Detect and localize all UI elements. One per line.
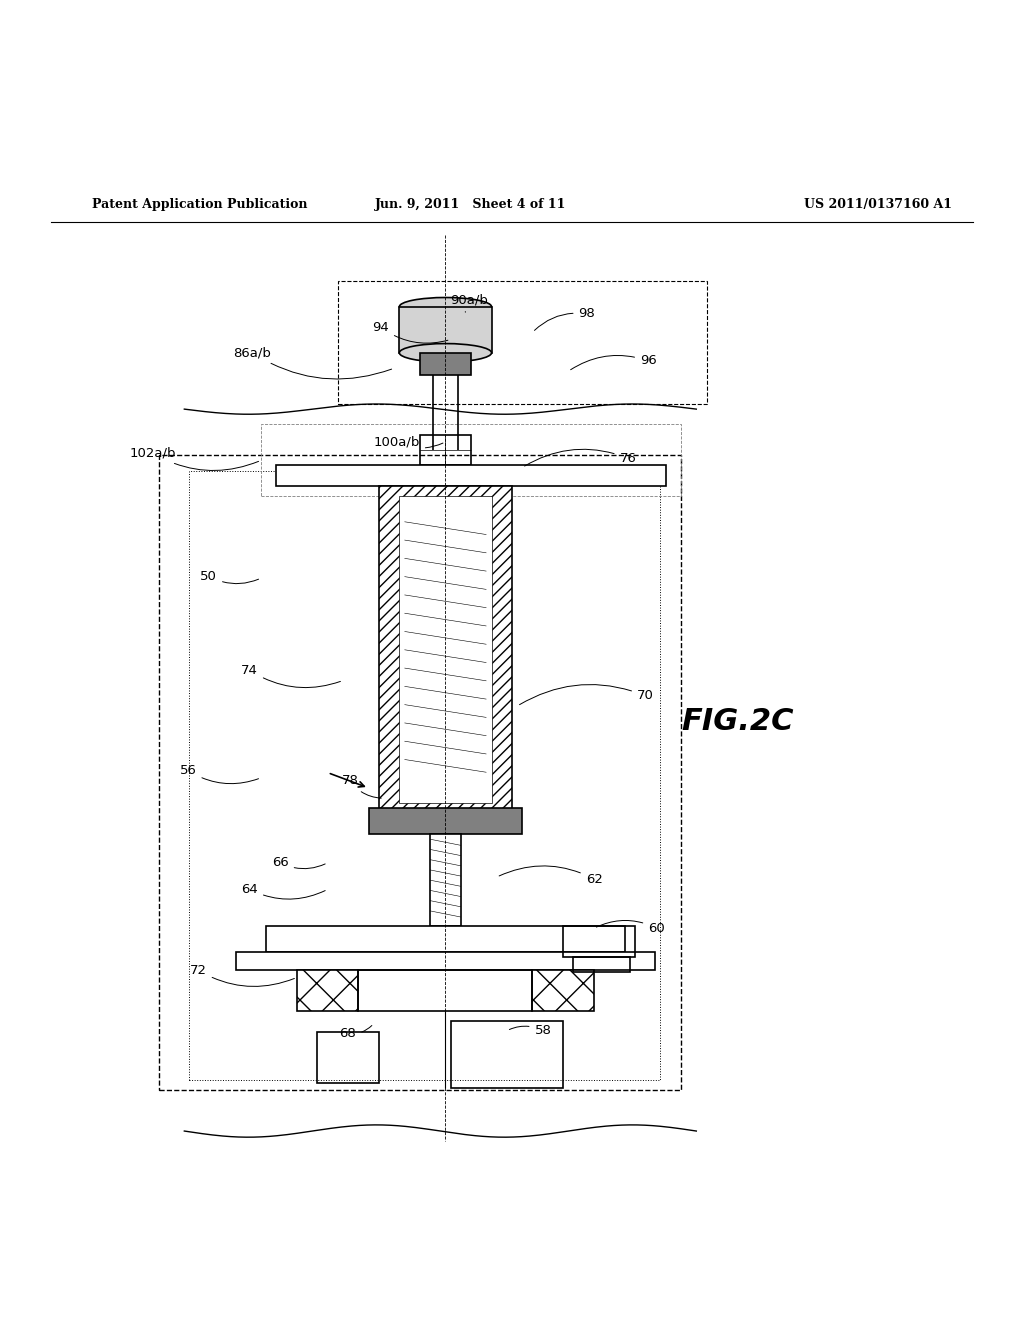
Text: 74: 74 xyxy=(242,664,340,688)
Text: 86a/b: 86a/b xyxy=(233,346,391,379)
Bar xyxy=(276,466,666,486)
Text: Patent Application Publication: Patent Application Publication xyxy=(92,198,307,211)
Bar xyxy=(369,808,522,834)
Bar xyxy=(532,970,594,1011)
Text: 64: 64 xyxy=(242,883,326,899)
Text: 98: 98 xyxy=(535,308,595,330)
Text: 102a/b: 102a/b xyxy=(130,446,258,470)
Text: 68: 68 xyxy=(340,1026,372,1040)
Text: 90a/b: 90a/b xyxy=(451,293,487,313)
Bar xyxy=(266,927,625,952)
Text: 78: 78 xyxy=(342,775,381,799)
Text: 72: 72 xyxy=(189,964,294,986)
Text: US 2011/0137160 A1: US 2011/0137160 A1 xyxy=(804,198,952,211)
Text: 56: 56 xyxy=(180,764,258,784)
Bar xyxy=(338,281,707,404)
Ellipse shape xyxy=(399,343,492,362)
Text: 96: 96 xyxy=(570,355,656,370)
Text: Jun. 9, 2011   Sheet 4 of 11: Jun. 9, 2011 Sheet 4 of 11 xyxy=(376,198,566,211)
Bar xyxy=(358,970,532,1011)
Ellipse shape xyxy=(399,297,492,315)
Bar xyxy=(236,952,655,970)
Text: 70: 70 xyxy=(519,685,653,705)
Bar xyxy=(189,470,660,1080)
Bar xyxy=(159,455,681,1090)
Text: 60: 60 xyxy=(596,920,665,935)
Text: 50: 50 xyxy=(201,569,259,583)
Bar xyxy=(297,970,358,1011)
Bar xyxy=(563,927,635,957)
Bar xyxy=(399,496,492,804)
Bar xyxy=(451,1022,563,1088)
Bar xyxy=(317,1032,379,1082)
Bar xyxy=(420,434,471,466)
Bar xyxy=(430,834,461,927)
Bar xyxy=(420,352,471,375)
Bar xyxy=(261,425,681,496)
Text: 58: 58 xyxy=(509,1024,551,1038)
Text: 66: 66 xyxy=(272,857,326,870)
Bar xyxy=(379,486,512,813)
Text: 94: 94 xyxy=(373,321,447,343)
Text: 62: 62 xyxy=(499,866,602,886)
Text: 76: 76 xyxy=(524,449,636,466)
Text: 100a/b: 100a/b xyxy=(374,436,443,449)
Bar xyxy=(573,957,630,973)
Bar xyxy=(399,306,492,352)
Text: FIG.2C: FIG.2C xyxy=(681,708,794,737)
